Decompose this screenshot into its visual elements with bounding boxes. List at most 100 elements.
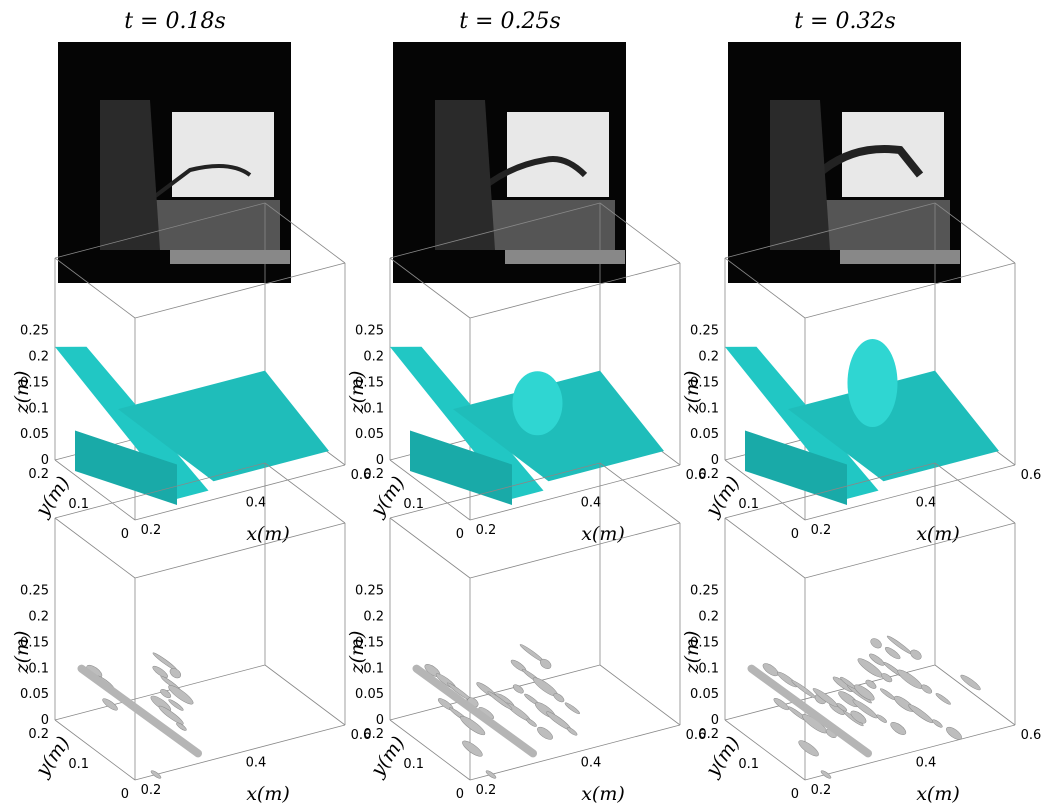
z-tick-label: 0.25 <box>20 324 49 339</box>
box-edge <box>265 463 345 523</box>
y-tick-label: 0 <box>791 787 799 802</box>
z-tick-label: 0 <box>41 713 49 728</box>
experiment-photo <box>728 42 961 283</box>
wall <box>100 100 160 250</box>
vortex-blob <box>151 664 169 679</box>
floor <box>475 200 615 250</box>
z-tick-label: 0.25 <box>20 584 49 599</box>
x-tick-label: 0.4 <box>916 496 937 511</box>
z-axis-label: z(m) <box>11 371 33 415</box>
z-tick-label: 0.25 <box>355 324 384 339</box>
y-tick-label: 0.1 <box>738 757 759 772</box>
vortex-panel: 00.050.10.150.20.250.20.100.20.40.6z(m)y… <box>681 463 1041 805</box>
x-axis-label: x(m) <box>581 523 625 545</box>
x-axis-label: x(m) <box>916 523 960 545</box>
y-tick-label: 0 <box>456 787 464 802</box>
floor-strip <box>170 250 290 264</box>
x-tick-label: 0.4 <box>246 496 267 511</box>
z-tick-label: 0.05 <box>355 687 384 702</box>
vortex-blob <box>564 701 581 715</box>
y-tick-label: 0.1 <box>68 757 89 772</box>
z-tick-label: 0 <box>711 713 719 728</box>
x-tick-label: 0.4 <box>916 756 937 771</box>
x-axis-label: x(m) <box>246 523 290 545</box>
z-tick-label: 0.05 <box>355 427 384 442</box>
vortex-blob <box>879 687 896 701</box>
box-edge <box>935 665 1015 725</box>
vortex-blob <box>896 667 925 691</box>
vortex-blob <box>101 697 119 712</box>
vortex-blob <box>884 645 902 660</box>
x-tick-label: 0.2 <box>141 523 162 538</box>
x-axis-label: x(m) <box>581 783 625 805</box>
x-tick-label: 0.2 <box>811 523 832 538</box>
experiment-photo <box>393 42 626 283</box>
vortex-blob <box>880 672 893 684</box>
x-axis-label: x(m) <box>916 783 960 805</box>
column-title: t = 0.18s <box>124 9 226 34</box>
vortex-blob <box>907 702 935 724</box>
figure: t = 0.18s00.050.10.150.20.250.20.100.20.… <box>0 0 1056 807</box>
z-axis-label: z(m) <box>346 631 368 675</box>
vortex-panel: 00.050.10.150.20.250.20.100.20.40.6z(m)y… <box>346 463 706 805</box>
x-tick-label: 0.4 <box>246 756 267 771</box>
z-axis-label: z(m) <box>11 631 33 675</box>
x-tick-label: 0.2 <box>141 783 162 798</box>
z-tick-label: 0 <box>711 453 719 468</box>
z-tick-label: 0.05 <box>690 687 719 702</box>
vortex-blob <box>909 648 923 662</box>
box-edge <box>600 665 680 725</box>
vortex-blob <box>797 738 821 759</box>
column-title: t = 0.32s <box>794 9 896 34</box>
x-tick-label: 0.2 <box>811 783 832 798</box>
vortex-blob <box>512 683 525 695</box>
vortex-blob <box>566 726 578 736</box>
box-edge <box>135 523 345 578</box>
x-tick-label: 0.4 <box>581 496 602 511</box>
vortex-blob <box>820 769 832 779</box>
x-tick-label: 0.2 <box>476 523 497 538</box>
y-tick-label: 0.2 <box>698 467 719 482</box>
z-tick-label: 0.2 <box>28 610 49 625</box>
y-tick-label: 0.2 <box>28 467 49 482</box>
y-tick-label: 0.2 <box>698 727 719 742</box>
z-tick-label: 0 <box>376 713 384 728</box>
z-tick-label: 0 <box>376 453 384 468</box>
column-title: t = 0.25s <box>459 9 561 34</box>
z-tick-label: 0.05 <box>20 427 49 442</box>
z-tick-label: 0.25 <box>690 584 719 599</box>
vortex-blob <box>876 714 888 724</box>
y-tick-label: 0.2 <box>363 727 384 742</box>
floor-strip <box>840 250 960 264</box>
x-tick-label: 0.4 <box>581 756 602 771</box>
floor <box>810 200 950 250</box>
x-tick-label: 0.2 <box>476 783 497 798</box>
wall <box>770 100 830 250</box>
vortex-blob <box>150 769 162 779</box>
floor <box>140 200 280 250</box>
z-tick-label: 0.05 <box>690 427 719 442</box>
z-tick-label: 0.25 <box>355 584 384 599</box>
window <box>507 112 609 197</box>
floor-strip <box>505 250 625 264</box>
box-edge <box>805 523 1015 578</box>
x-tick-label: 0.6 <box>1021 468 1042 483</box>
z-tick-label: 0.05 <box>20 687 49 702</box>
vortex-blob <box>959 673 982 692</box>
wave-crest <box>513 371 563 435</box>
z-axis-label: z(m) <box>681 631 703 675</box>
vortex-blob <box>944 725 963 742</box>
vortex-blob <box>526 718 538 728</box>
z-tick-label: 0.2 <box>363 350 384 365</box>
z-tick-label: 0.2 <box>28 350 49 365</box>
z-axis-label: z(m) <box>681 371 703 415</box>
vortex-blob <box>869 637 883 651</box>
y-tick-label: 0.1 <box>403 757 424 772</box>
x-tick-label: 0.6 <box>1021 728 1042 743</box>
vortex-blob <box>460 738 484 759</box>
z-axis-label: z(m) <box>346 371 368 415</box>
y-tick-label: 0 <box>456 527 464 542</box>
box-edge <box>600 463 680 523</box>
y-tick-label: 0 <box>121 787 129 802</box>
vortex-blob <box>485 769 497 779</box>
